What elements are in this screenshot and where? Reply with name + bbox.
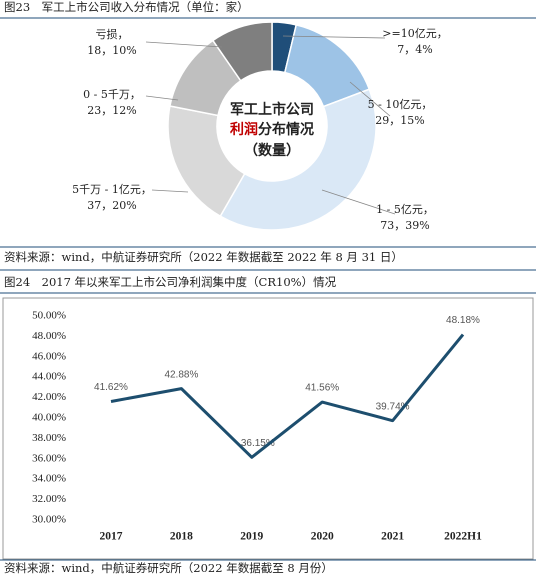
leader-line	[151, 189, 189, 193]
slice-value-label: 29，15%	[375, 114, 424, 127]
y-tick-label: 36.00%	[32, 452, 66, 464]
leader-line	[145, 41, 223, 48]
slice-value-label: 7，4%	[397, 43, 432, 56]
y-tick-label: 32.00%	[32, 493, 66, 505]
slice-label: >=10亿元，	[382, 27, 447, 40]
slice-value-label: 18，10%	[87, 44, 136, 57]
slice-label: 1 - 5亿元，	[376, 203, 434, 216]
y-tick-label: 38.00%	[32, 432, 66, 444]
center-title-part: 分布情况	[258, 121, 314, 138]
center-title: 军工上市公司	[230, 101, 314, 118]
data-label: 36.15%	[241, 438, 275, 449]
leader-line	[349, 81, 391, 117]
x-tick-label: 2022H1	[444, 531, 482, 543]
slice-label: 亏损，	[96, 27, 129, 41]
data-label: 42.88%	[164, 369, 198, 380]
y-tick-label: 44.00%	[32, 371, 66, 383]
figure-caption: 图23 军工上市公司收入分布情况（单位：家）	[4, 0, 249, 14]
y-tick-label: 40.00%	[32, 412, 66, 424]
y-tick-label: 50.00%	[32, 310, 66, 322]
x-tick-label: 2021	[381, 531, 404, 543]
y-tick-label: 48.00%	[32, 330, 66, 342]
leader-line	[282, 35, 386, 39]
data-label: 39.74%	[376, 401, 410, 412]
slice-value-label: 23，12%	[87, 104, 136, 117]
center-title: （数量）	[244, 142, 300, 159]
data-label: 41.62%	[94, 382, 128, 393]
leader-line	[321, 189, 396, 215]
center-title: 利润分布情况	[230, 121, 314, 138]
donut-slice	[211, 21, 273, 82]
y-tick-label: 46.00%	[32, 350, 66, 362]
center-title-part: 利润	[230, 121, 258, 138]
slice-value-label: 37，20%	[87, 199, 136, 212]
slice-value-label: 73，39%	[380, 219, 429, 232]
source-note: 资料来源：wind，中航证券研究所（2022 年数据截至 2022 年 8 月 …	[4, 250, 403, 264]
x-tick-label: 2020	[311, 531, 334, 543]
slice-label: 5千万 - 1亿元，	[72, 183, 152, 196]
slice-label: 0 - 5千万，	[83, 88, 141, 101]
source-note: 资料来源：wind，中航证券研究所（2022 年数据截至 8 月份）	[4, 561, 333, 575]
x-tick-label: 2017	[100, 531, 123, 543]
figure-caption: 图24 2017 年以来军工上市公司净利润集中度（CR10%）情况	[4, 275, 337, 289]
chart-frame	[2, 297, 534, 560]
y-tick-label: 34.00%	[32, 473, 66, 485]
data-label: 41.56%	[305, 383, 339, 394]
y-tick-label: 30.00%	[32, 514, 66, 526]
line-series	[110, 333, 465, 459]
data-label: 48.18%	[446, 315, 480, 326]
x-tick-label: 2019	[240, 531, 263, 543]
x-tick-label: 2018	[170, 531, 193, 543]
slice-label: 5 - 10亿元，	[368, 98, 433, 111]
leader-line	[145, 95, 179, 101]
y-tick-label: 42.00%	[32, 391, 66, 403]
